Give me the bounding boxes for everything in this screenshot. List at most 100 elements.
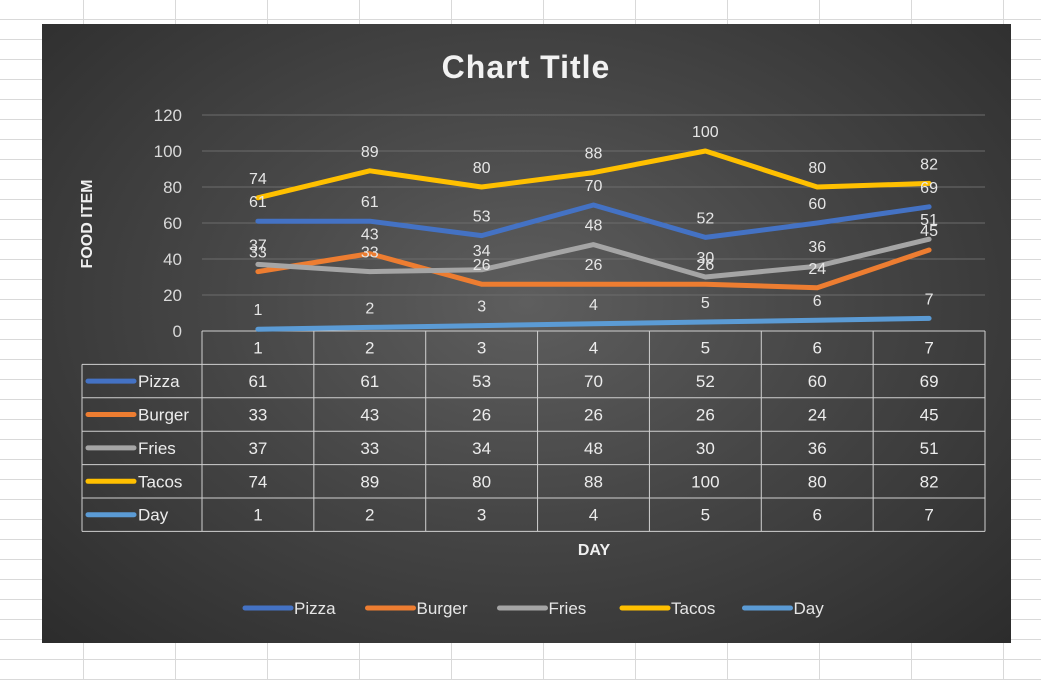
table-cell: 43 — [360, 406, 379, 425]
table-cell: 52 — [696, 372, 715, 391]
data-label: 33 — [361, 245, 379, 262]
data-label: 60 — [808, 196, 826, 213]
table-cell: 61 — [248, 372, 267, 391]
table-cell: 53 — [472, 372, 491, 391]
table-cell: 4 — [589, 506, 598, 525]
table-row-header: Pizza — [138, 372, 180, 391]
data-label: 52 — [696, 210, 714, 227]
table-cell: 36 — [808, 439, 827, 458]
data-label: 80 — [473, 160, 491, 177]
legend-label: Day — [794, 599, 825, 618]
data-label: 70 — [585, 178, 603, 195]
x-category-label: 4 — [589, 339, 598, 358]
data-label: 36 — [808, 239, 826, 256]
data-label: 1 — [253, 302, 262, 319]
legend: Pizza Burger Fries Tacos Day — [242, 599, 825, 618]
table-cell: 26 — [696, 406, 715, 425]
data-label: 26 — [473, 257, 491, 274]
data-label: 5 — [701, 295, 710, 312]
table-cell: 5 — [701, 506, 710, 525]
data-label: 3 — [477, 299, 486, 316]
table-cell: 89 — [360, 472, 379, 491]
x-category-label: 7 — [924, 339, 933, 358]
data-label: 61 — [361, 194, 379, 211]
series-line-fries — [255, 236, 932, 280]
series-line-tacos — [255, 148, 932, 201]
table-cell: 61 — [360, 372, 379, 391]
data-label: 33 — [249, 245, 267, 262]
table-cell: 80 — [472, 472, 491, 491]
series-line-day — [255, 315, 932, 332]
data-label: 37 — [249, 237, 267, 254]
table-cell: 69 — [920, 372, 939, 391]
data-label: 2 — [365, 300, 374, 317]
table-row-header: Fries — [138, 439, 176, 458]
table-cell: 30 — [696, 439, 715, 458]
y-tick-label: 100 — [154, 142, 182, 161]
table-row-header: Burger — [138, 406, 189, 425]
table-cell: 37 — [248, 439, 267, 458]
legend-label: Burger — [417, 599, 468, 618]
data-label: 69 — [920, 180, 938, 197]
data-label: 53 — [473, 209, 491, 226]
data-label: 88 — [585, 146, 603, 163]
legend-label: Fries — [549, 599, 587, 618]
legend-label: Pizza — [294, 599, 336, 618]
data-label: 48 — [585, 218, 603, 235]
legend-label: Tacos — [671, 599, 715, 618]
x-category-label: 3 — [477, 339, 486, 358]
data-label: 74 — [249, 171, 267, 188]
data-label: 30 — [696, 250, 714, 267]
data-label: 4 — [589, 297, 598, 314]
data-label: 6 — [813, 293, 822, 310]
series-line-pizza — [255, 202, 932, 240]
y-tick-label: 120 — [154, 106, 182, 125]
x-category-label: 6 — [812, 339, 821, 358]
table-cell: 48 — [584, 439, 603, 458]
x-category-label: 2 — [365, 339, 374, 358]
table-cell: 34 — [472, 439, 491, 458]
data-label: 61 — [249, 194, 267, 211]
table-cell: 88 — [584, 472, 603, 491]
chart-title: Chart Title — [442, 49, 611, 85]
table-cell: 1 — [253, 506, 262, 525]
x-category-label: 5 — [701, 339, 710, 358]
table-cell: 70 — [584, 372, 603, 391]
table-cell: 7 — [924, 506, 933, 525]
data-label: 26 — [585, 257, 603, 274]
table-cell: 45 — [920, 406, 939, 425]
table-cell: 51 — [920, 439, 939, 458]
table-cell: 26 — [472, 406, 491, 425]
data-label: 80 — [808, 160, 826, 177]
x-category-label: 1 — [253, 339, 262, 358]
line-chart: Chart Title FOOD ITEM DAY 02040608010012… — [79, 49, 986, 618]
x-axis-title: DAY — [578, 542, 611, 559]
table-cell: 100 — [691, 472, 719, 491]
table-cell: 3 — [477, 506, 486, 525]
data-label: 24 — [808, 261, 826, 278]
data-label: 7 — [925, 291, 934, 308]
table-cell: 33 — [360, 439, 379, 458]
data-label: 89 — [361, 144, 379, 161]
y-tick-label: 60 — [163, 214, 182, 233]
data-label: 26 — [696, 257, 714, 274]
y-axis-ticks: 0 20 40 60 80 100 120 — [154, 106, 182, 341]
chart-area: Chart Title FOOD ITEM DAY 0 20 40 60 80 100 12… — [42, 24, 1011, 643]
y-tick-label: 80 — [163, 178, 182, 197]
table-cell: 80 — [808, 472, 827, 491]
table-row-header: Day — [138, 506, 169, 525]
table-cell: 6 — [812, 506, 821, 525]
table-cell: 74 — [248, 472, 267, 491]
table-cell: 60 — [808, 372, 827, 391]
y-tick-label: 0 — [173, 322, 182, 341]
data-label: 34 — [473, 243, 491, 260]
data-label: 82 — [920, 156, 938, 173]
data-label: 51 — [920, 212, 938, 229]
y-axis-title: FOOD ITEM — [79, 180, 96, 269]
table-cell: 24 — [808, 406, 827, 425]
table-cell: 82 — [920, 472, 939, 491]
table-cell: 26 — [584, 406, 603, 425]
data-label: 43 — [361, 227, 379, 244]
